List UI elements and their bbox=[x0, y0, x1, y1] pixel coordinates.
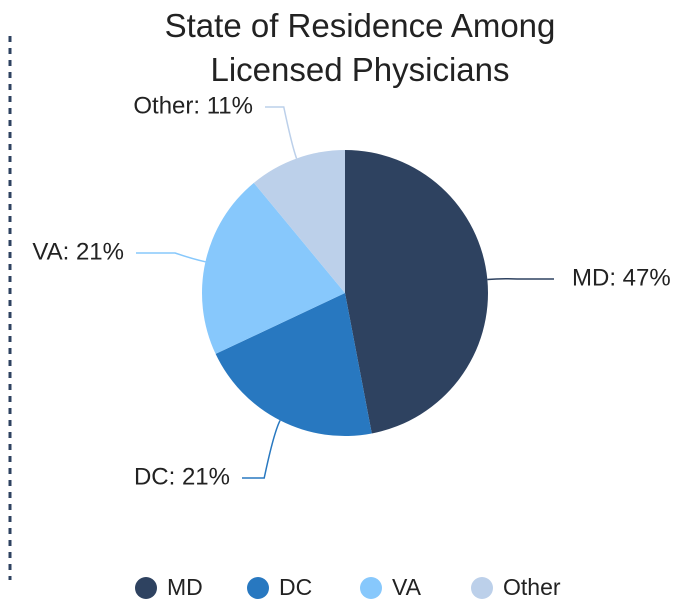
leader-line bbox=[136, 252, 206, 263]
data-label: VA: 21% bbox=[32, 238, 124, 265]
leader-line bbox=[487, 277, 554, 281]
data-label: MD: 47% bbox=[572, 264, 671, 291]
chart-title: State of Residence Among Licensed Physic… bbox=[164, 7, 556, 88]
legend-swatch bbox=[360, 577, 382, 599]
data-label: Other: 11% bbox=[133, 92, 253, 119]
pie-slice bbox=[215, 293, 372, 436]
data-label: DC: 21% bbox=[134, 463, 230, 490]
pie-slice bbox=[345, 150, 489, 434]
legend-label: Other bbox=[503, 574, 561, 600]
leader-line bbox=[265, 106, 298, 159]
legend-swatch bbox=[471, 577, 493, 599]
legend-swatch bbox=[135, 577, 157, 599]
legend-label: MD bbox=[167, 574, 203, 600]
leader-line bbox=[242, 420, 281, 479]
pie-slice bbox=[253, 150, 345, 293]
legend-label: VA bbox=[392, 574, 422, 600]
legend-swatch bbox=[247, 577, 269, 599]
pie-slice bbox=[202, 182, 345, 354]
legend-label: DC bbox=[279, 574, 312, 600]
